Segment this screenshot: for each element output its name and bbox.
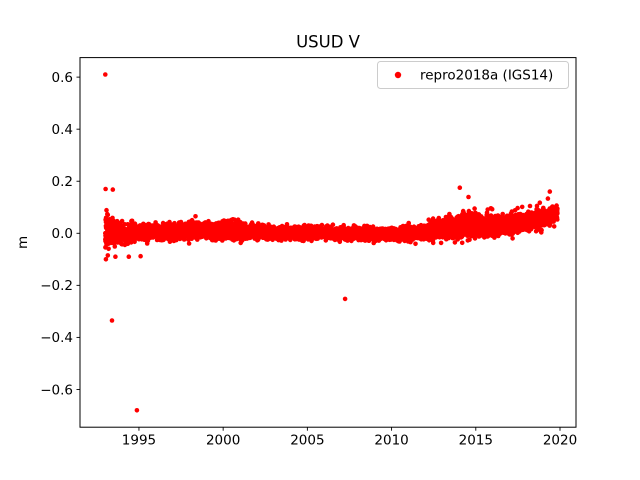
y-axis-label: m xyxy=(15,236,31,249)
legend-label: repro2018a (IGS14) xyxy=(420,68,553,84)
data-points xyxy=(103,72,560,413)
y-axis: −0.6−0.4−0.20.00.20.40.6 xyxy=(40,70,80,398)
legend: repro2018a (IGS14) xyxy=(377,61,569,89)
chart-title: USUD V xyxy=(296,32,361,51)
plot-frame xyxy=(79,57,577,428)
x-axis: 1995 2000 2005 2010 2015 2020 xyxy=(122,427,577,449)
legend-marker-dot xyxy=(394,71,402,79)
legend-box xyxy=(377,61,569,89)
